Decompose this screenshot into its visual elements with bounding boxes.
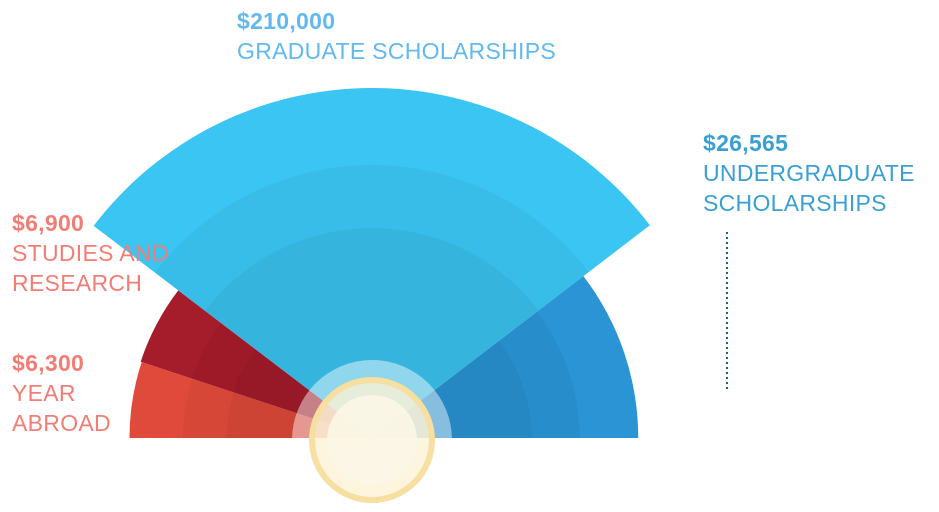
value-label: $210,000	[237, 8, 336, 34]
wedge	[372, 276, 639, 438]
wedge	[93, 87, 650, 439]
value-label: $6,300	[12, 350, 85, 376]
wedge-ring	[204, 228, 539, 438]
value-label: $6,900	[12, 210, 85, 236]
segment-label: $26,565 UNDERGRADUATE SCHOLARSHIPS	[703, 128, 935, 218]
wedge	[140, 290, 372, 438]
segment-label: $210,000 GRADUATE SCHOLARSHIPS	[237, 6, 637, 66]
category-label: YEAR ABROAD	[12, 380, 111, 436]
value-label: $26,565	[703, 130, 789, 156]
category-label: GRADUATE SCHOLARSHIPS	[237, 38, 556, 64]
segment-label: $6,900 STUDIES AND RESEARCH	[12, 208, 192, 298]
wedge	[129, 362, 372, 438]
category-label: UNDERGRADUATE SCHOLARSHIPS	[703, 160, 915, 216]
category-label: STUDIES AND RESEARCH	[12, 240, 169, 296]
center-core	[327, 395, 417, 485]
wedge-ring	[154, 165, 589, 438]
segment-label: $6,300 YEAR ABROAD	[12, 348, 132, 438]
